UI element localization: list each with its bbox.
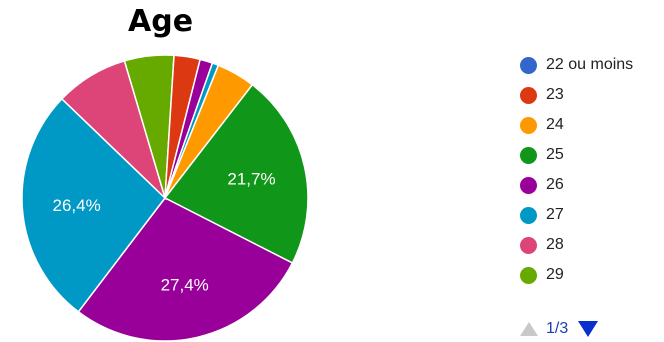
legend-label: 23 (546, 86, 564, 103)
legend-label: 22 ou moins (546, 56, 634, 73)
legend-label: 26 (546, 176, 564, 193)
pie-data-label: 26,4% (52, 196, 100, 215)
legend-item[interactable]: 28 (520, 230, 633, 260)
legend-swatch (520, 116, 537, 134)
legend: 22 ou moins 23 24 25 26 27 28 29 (520, 50, 633, 290)
legend-swatch (520, 86, 537, 104)
legend-item[interactable]: 23 (520, 80, 633, 110)
previous-page-icon[interactable] (520, 322, 538, 336)
chart-title: Age (128, 4, 194, 39)
pie-data-label: 27,4% (161, 275, 209, 294)
legend-item[interactable]: 25 (520, 140, 633, 170)
pager-label: 1/3 (546, 320, 569, 337)
pie-slice-27-7[interactable] (21, 97, 167, 313)
legend-item[interactable]: 27 (520, 200, 633, 230)
next-page-icon[interactable] (578, 321, 599, 337)
legend-label: 25 (546, 146, 564, 163)
legend-swatch (520, 266, 537, 284)
pie-slice-26-6[interactable] (77, 197, 294, 342)
pie-slice-25-5[interactable] (163, 83, 309, 265)
legend-item[interactable]: 24 (520, 110, 633, 140)
legend-item[interactable]: 26 (520, 170, 633, 200)
legend-swatch (520, 146, 537, 164)
pie-data-label: 21,7% (227, 170, 275, 189)
legend-item[interactable]: 29 (520, 260, 633, 290)
legend-swatch (520, 236, 537, 254)
legend-pager: 1/3 (520, 320, 599, 338)
legend-swatch (520, 206, 537, 224)
legend-item[interactable]: 22 ou moins (520, 50, 633, 80)
legend-label: 27 (546, 206, 564, 223)
legend-swatch (520, 56, 537, 74)
pie-slice-28-8[interactable] (60, 59, 167, 201)
legend-label: 24 (546, 116, 564, 133)
legend-label: 29 (546, 266, 564, 283)
legend-swatch (520, 176, 537, 194)
legend-label: 28 (546, 236, 564, 253)
